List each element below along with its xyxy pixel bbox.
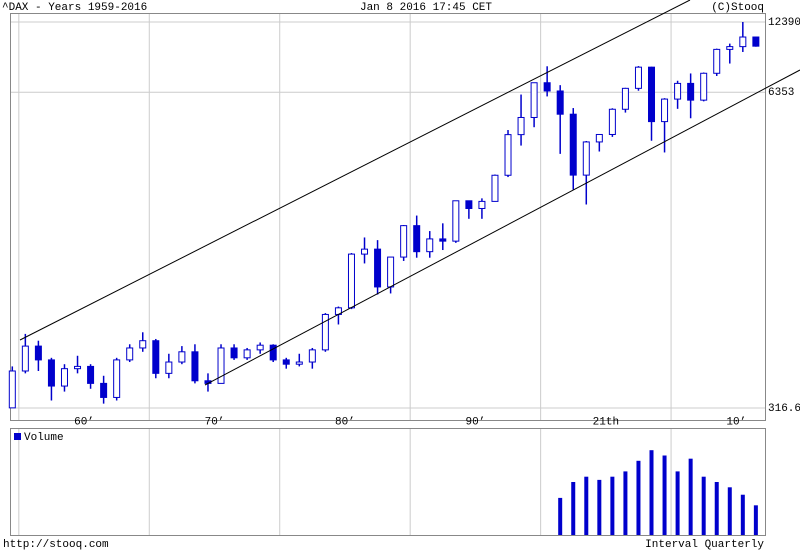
candle-body: [608, 108, 616, 135]
volume-bar: [740, 494, 745, 535]
candle-body: [34, 345, 42, 361]
candle-body: [700, 72, 708, 101]
candle-body: [713, 48, 721, 74]
candle-body: [517, 116, 525, 136]
candle-body: [165, 361, 173, 374]
legend-swatch: [14, 433, 21, 440]
volume-bar: [649, 450, 654, 535]
candle-body: [648, 66, 656, 123]
volume-bar: [701, 476, 706, 535]
candle-body: [282, 359, 290, 365]
candle-body: [113, 359, 121, 398]
candle-body: [478, 200, 486, 209]
candle-body: [191, 351, 199, 382]
candle-body: [21, 345, 29, 372]
volume-bar: [688, 458, 693, 535]
grid: [11, 14, 765, 535]
candle-body: [439, 238, 447, 242]
candle-body: [752, 36, 760, 47]
source: (C)Stooq: [711, 2, 764, 14]
candle-body: [569, 113, 577, 176]
x-tick-label: 60’: [74, 416, 94, 428]
chart-subtitle: Jan 8 2016 17:45 CET: [360, 2, 492, 14]
candle-body: [87, 365, 95, 384]
volume-bar: [623, 471, 628, 535]
volume-bar: [753, 505, 758, 535]
candle-body: [530, 82, 538, 118]
candle-body: [374, 248, 382, 288]
candle-body: [178, 351, 186, 363]
x-tick-label: 10’: [726, 416, 746, 428]
candle-body: [269, 344, 277, 361]
candle-body: [582, 141, 590, 176]
x-tick-label: 80’: [335, 416, 355, 428]
candle-body: [726, 46, 734, 50]
candle-body: [413, 225, 421, 253]
volume-bar: [636, 460, 641, 535]
y-tick-label: 6353: [768, 87, 794, 99]
candle-body: [308, 349, 316, 363]
candle-body: [295, 361, 303, 365]
candle-body: [100, 382, 108, 398]
candle-body: [243, 349, 251, 359]
candle-body: [74, 365, 82, 370]
candle-body: [504, 134, 512, 176]
footer-right: Interval Quarterly: [645, 539, 764, 550]
x-tick-label: 90’: [465, 416, 485, 428]
candle-body: [347, 253, 355, 309]
candle-body: [8, 370, 16, 409]
candle-body: [621, 87, 629, 110]
candle-body: [739, 36, 747, 48]
candle-body: [152, 340, 160, 374]
candle-body: [60, 368, 68, 387]
candle-body: [491, 174, 499, 202]
trend-channel-lower: [204, 69, 800, 386]
legend-label: Volume: [24, 432, 64, 444]
candle-body: [139, 340, 147, 349]
candle-body: [452, 200, 460, 242]
footer-left: http://stooq.com: [3, 539, 109, 550]
volume-bar: [714, 482, 719, 535]
volume-bar: [597, 479, 602, 535]
volume-bar: [727, 487, 732, 535]
candle-body: [256, 344, 264, 351]
price-frame: [10, 13, 766, 421]
candle-body: [661, 98, 669, 123]
y-tick-label: 12390: [768, 17, 800, 29]
candle-body: [230, 347, 238, 359]
y-tick-label: 316.6: [768, 403, 800, 415]
volume-bar: [558, 497, 563, 535]
candle-body: [361, 248, 369, 255]
volume-frame: [10, 428, 766, 536]
candle-body: [634, 66, 642, 89]
candle-body: [400, 225, 408, 258]
chart-title: ^DAX - Years 1959-2016: [2, 2, 147, 14]
candle-body: [387, 256, 395, 288]
volume-bar: [584, 476, 589, 535]
marks: [8, 22, 760, 535]
candle-body: [126, 347, 134, 361]
candle-body: [465, 200, 473, 209]
candle-body: [595, 133, 603, 143]
volume-bar: [610, 476, 615, 535]
x-tick-label: 70’: [205, 416, 225, 428]
candle-body: [543, 82, 551, 92]
candle-body: [674, 82, 682, 100]
candle-body: [556, 90, 564, 115]
trend-channel-upper: [19, 0, 691, 341]
candle-body: [217, 347, 225, 384]
x-tick-label: 21th: [593, 416, 619, 428]
candle-body: [426, 238, 434, 253]
volume-bar: [571, 482, 576, 535]
candle-body: [47, 359, 55, 387]
volume-bar: [662, 455, 667, 535]
candle-body: [687, 82, 695, 101]
candle-body: [321, 313, 329, 351]
volume-bar: [675, 471, 680, 535]
